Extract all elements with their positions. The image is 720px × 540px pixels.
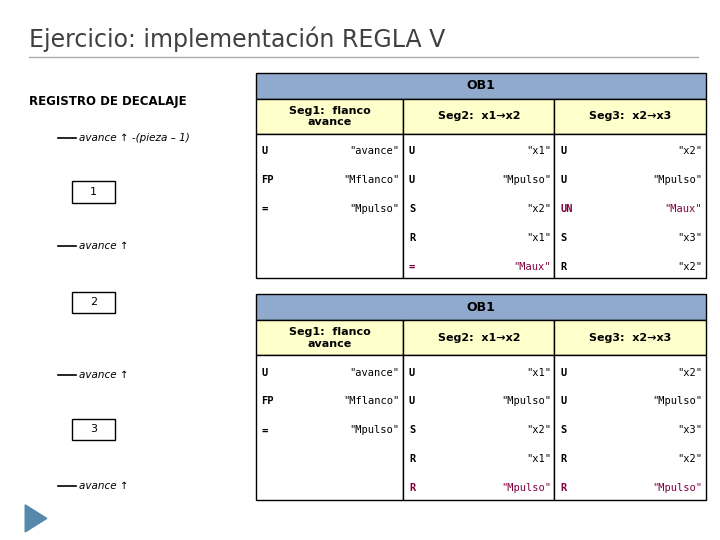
Text: "avance": "avance" bbox=[350, 368, 400, 377]
Text: "Mflanco": "Mflanco" bbox=[343, 396, 400, 407]
Text: "Mpulso": "Mpulso" bbox=[652, 483, 702, 493]
Text: Ejercicio: implementación REGLA V: Ejercicio: implementación REGLA V bbox=[29, 27, 445, 52]
Text: R: R bbox=[560, 454, 567, 464]
Text: FP: FP bbox=[261, 396, 274, 407]
Text: FP: FP bbox=[261, 175, 274, 185]
Text: Seg2:  x1→x2: Seg2: x1→x2 bbox=[438, 333, 520, 343]
Text: U: U bbox=[409, 396, 415, 407]
Text: "x2": "x2" bbox=[677, 368, 702, 377]
Text: U: U bbox=[261, 146, 268, 156]
Text: 3: 3 bbox=[90, 424, 97, 434]
FancyBboxPatch shape bbox=[256, 99, 403, 134]
FancyBboxPatch shape bbox=[256, 73, 706, 99]
Text: R: R bbox=[409, 483, 415, 493]
Text: U: U bbox=[560, 175, 567, 185]
Text: Seg3:  x2→x3: Seg3: x2→x3 bbox=[589, 111, 671, 122]
Text: OB1: OB1 bbox=[466, 301, 495, 314]
Polygon shape bbox=[25, 505, 47, 532]
Text: S: S bbox=[560, 426, 567, 435]
FancyBboxPatch shape bbox=[256, 134, 403, 278]
Text: "x2": "x2" bbox=[526, 426, 551, 435]
Text: Seg3:  x2→x3: Seg3: x2→x3 bbox=[589, 333, 671, 343]
Text: "x2": "x2" bbox=[677, 146, 702, 156]
Text: avance ↑: avance ↑ bbox=[79, 481, 129, 491]
Text: R: R bbox=[560, 483, 567, 493]
Text: "Mpulso": "Mpulso" bbox=[350, 426, 400, 435]
Text: REGISTRO DE DECALAJE: REGISTRO DE DECALAJE bbox=[29, 94, 186, 107]
Text: Seg1:  flanco
avance: Seg1: flanco avance bbox=[289, 106, 370, 127]
Text: S: S bbox=[409, 426, 415, 435]
FancyBboxPatch shape bbox=[554, 355, 706, 500]
FancyBboxPatch shape bbox=[403, 134, 554, 278]
Text: "x2": "x2" bbox=[677, 454, 702, 464]
Text: "avance": "avance" bbox=[350, 146, 400, 156]
Text: avance ↑ -(pieza – 1): avance ↑ -(pieza – 1) bbox=[79, 133, 190, 143]
Text: R: R bbox=[409, 454, 415, 464]
Text: "Mpulso": "Mpulso" bbox=[501, 175, 551, 185]
Text: "x3": "x3" bbox=[677, 233, 702, 242]
Text: =: = bbox=[261, 204, 268, 214]
FancyBboxPatch shape bbox=[72, 181, 115, 202]
Text: U: U bbox=[409, 175, 415, 185]
FancyBboxPatch shape bbox=[554, 134, 706, 278]
Text: U: U bbox=[261, 368, 268, 377]
Text: "x3": "x3" bbox=[677, 426, 702, 435]
FancyBboxPatch shape bbox=[403, 99, 554, 134]
Text: "x1": "x1" bbox=[526, 454, 551, 464]
Text: S: S bbox=[560, 233, 567, 242]
FancyBboxPatch shape bbox=[554, 320, 706, 355]
Text: 2: 2 bbox=[90, 298, 97, 307]
Text: "Mpulso": "Mpulso" bbox=[501, 483, 551, 493]
Text: "x1": "x1" bbox=[526, 146, 551, 156]
Text: Seg1:  flanco
avance: Seg1: flanco avance bbox=[289, 327, 370, 349]
Text: R: R bbox=[409, 233, 415, 242]
Text: "x2": "x2" bbox=[677, 261, 702, 272]
Text: R: R bbox=[560, 261, 567, 272]
Text: U: U bbox=[409, 146, 415, 156]
Text: U: U bbox=[560, 146, 567, 156]
Text: "Mpulso": "Mpulso" bbox=[652, 175, 702, 185]
Text: "x1": "x1" bbox=[526, 233, 551, 242]
Text: =: = bbox=[261, 426, 268, 435]
Text: "Mflanco": "Mflanco" bbox=[343, 175, 400, 185]
Text: avance ↑: avance ↑ bbox=[79, 370, 129, 380]
Text: UN: UN bbox=[560, 204, 572, 214]
Text: "x1": "x1" bbox=[526, 368, 551, 377]
Text: "Mpulso": "Mpulso" bbox=[652, 396, 702, 407]
Text: U: U bbox=[560, 368, 567, 377]
FancyBboxPatch shape bbox=[256, 320, 403, 355]
FancyBboxPatch shape bbox=[403, 355, 554, 500]
Text: 1: 1 bbox=[90, 187, 97, 197]
FancyBboxPatch shape bbox=[554, 99, 706, 134]
Text: Seg2:  x1→x2: Seg2: x1→x2 bbox=[438, 111, 520, 122]
Text: "x2": "x2" bbox=[526, 204, 551, 214]
Text: "Mpulso": "Mpulso" bbox=[350, 204, 400, 214]
FancyBboxPatch shape bbox=[256, 294, 706, 320]
Text: U: U bbox=[409, 368, 415, 377]
Text: U: U bbox=[560, 396, 567, 407]
Text: "Mpulso": "Mpulso" bbox=[501, 396, 551, 407]
Text: S: S bbox=[409, 204, 415, 214]
FancyBboxPatch shape bbox=[256, 355, 403, 500]
Text: "Maux": "Maux" bbox=[513, 261, 551, 272]
Text: OB1: OB1 bbox=[466, 79, 495, 92]
FancyBboxPatch shape bbox=[403, 320, 554, 355]
FancyBboxPatch shape bbox=[72, 292, 115, 313]
Text: =: = bbox=[409, 261, 415, 272]
Text: avance ↑: avance ↑ bbox=[79, 241, 129, 251]
Text: "Maux": "Maux" bbox=[665, 204, 702, 214]
FancyBboxPatch shape bbox=[72, 418, 115, 440]
